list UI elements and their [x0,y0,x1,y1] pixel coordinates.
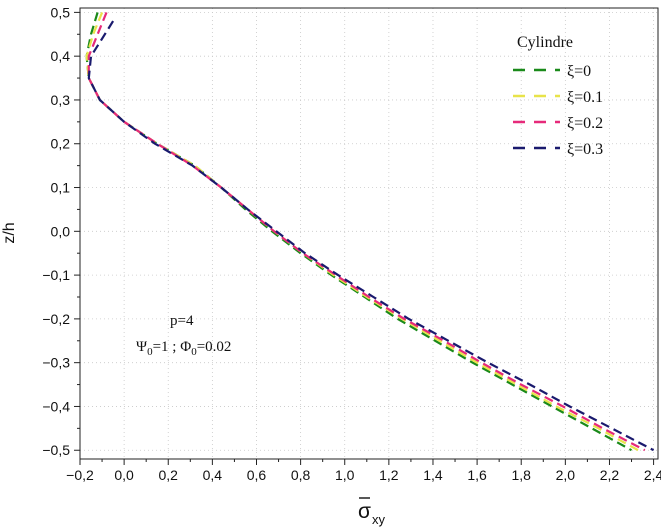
y-tick-label: −0,2 [42,311,70,327]
annotation-parameters: p=4 Ψ0=1 ; Φ0=0.02 [136,313,231,358]
y-tick-label: 0,4 [51,48,71,64]
y-tick-label: 0,2 [51,136,71,152]
legend-title: Cylindre [517,34,573,51]
y-axis-label: z/h [1,222,18,243]
legend-items: ξ=0 ξ=0.1 ξ=0.2 ξ=0.3 [513,63,603,158]
legend-label-3: ξ=0.3 [567,141,603,158]
x-tick-label: 1,2 [379,467,399,483]
x-tick-label: 1,0 [335,467,355,483]
legend-label-0: ξ=0 [567,63,591,80]
x-tick-label: 2,0 [556,467,576,483]
plot-frame [79,7,659,460]
x-tick-label: 2,2 [600,467,620,483]
legend-label-1: ξ=0.1 [567,89,603,106]
legend: Cylindre ξ=0 ξ=0.1 ξ=0.2 ξ=0.3 [513,34,603,158]
x-tick-label: 1,6 [467,467,487,483]
y-tick-label: 0,3 [51,92,71,108]
y-tick-label: 0,0 [51,223,71,239]
x-axis-label-symbol: σ [358,500,371,523]
y-axis-ticks: −0,5 −0,4 −0,3 −0,2 −0,1 0,0 0,1 0,2 0,3 0,4 0,5 [42,4,80,458]
y-tick-label: 0,1 [51,180,71,196]
y-tick-label: 0,5 [51,4,71,20]
x-axis-label: σ xy [358,497,386,527]
series-line-1 [85,11,639,452]
x-axis-ticks: −0,2 0,0 0,2 0,4 0,6 0,8 1,0 1,2 1,4 1,6 1,8 2,0 2,2… [66,459,661,483]
series-line-3 [87,20,655,452]
x-axis-label-subscript: xy [372,512,386,527]
x-tick-label: 1,8 [511,467,531,483]
y-tick-label: −0,5 [42,442,70,458]
x-tick-label: 0,4 [203,467,223,483]
grid-lines [79,8,658,459]
legend-label-2: ξ=0.2 [567,115,603,132]
x-tick-label: 1,4 [423,467,443,483]
x-tick-label: 0,0 [114,467,134,483]
x-tick-label: 2,4 [644,467,661,483]
annotation-psi-phi: Ψ0=1 ; Φ0=0.02 [136,339,231,358]
x-tick-label: 0,8 [291,467,311,483]
series-lines [85,11,655,452]
x-tick-label: 0,2 [159,467,179,483]
y-tick-label: −0,3 [42,355,70,371]
y-tick-label: −0,1 [42,267,70,283]
x-tick-label: −0,2 [66,467,94,483]
x-tick-label: 0,6 [247,467,267,483]
y-tick-label: −0,4 [42,398,70,414]
annotation-p: p=4 [170,313,194,329]
